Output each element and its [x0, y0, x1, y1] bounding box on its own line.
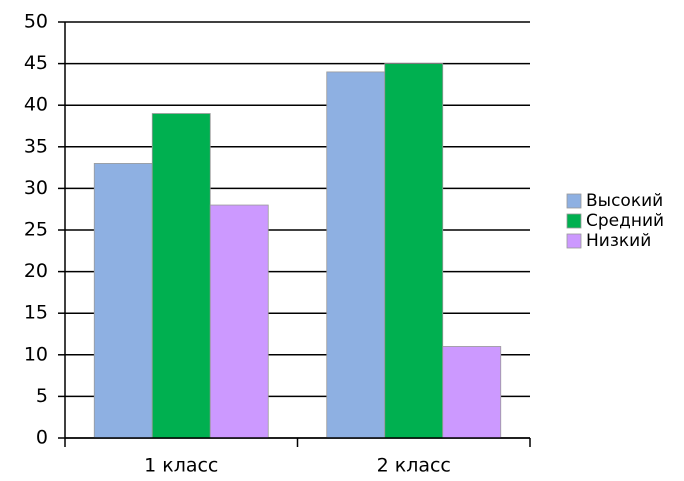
y-tick-label: 45 — [24, 52, 48, 74]
legend-swatch — [566, 193, 582, 209]
x-tick-label: 1 класс — [144, 455, 218, 477]
y-tick-label: 15 — [24, 302, 48, 324]
y-tick-label: 40 — [24, 94, 48, 116]
y-tick-label: 25 — [24, 219, 48, 241]
legend-swatch — [566, 233, 582, 249]
bar — [442, 346, 502, 439]
bar — [209, 204, 269, 439]
legend-label: Низкий — [586, 231, 651, 251]
bar — [326, 71, 386, 439]
y-tick-label: 0 — [36, 427, 48, 449]
y-tick-label: 50 — [24, 11, 48, 33]
bar — [384, 63, 444, 439]
y-tick-label: 35 — [24, 135, 48, 157]
legend-swatch — [566, 213, 582, 229]
y-tick-label: 20 — [24, 260, 48, 282]
x-tick-label: 2 класс — [377, 455, 451, 477]
legend-label: Средний — [586, 211, 664, 231]
y-tick-label: 30 — [24, 177, 48, 199]
y-tick-label: 10 — [24, 343, 48, 365]
bar — [93, 163, 153, 439]
legend-label: Высокий — [586, 191, 663, 211]
y-tick-label: 5 — [36, 385, 48, 407]
bar — [151, 113, 211, 439]
